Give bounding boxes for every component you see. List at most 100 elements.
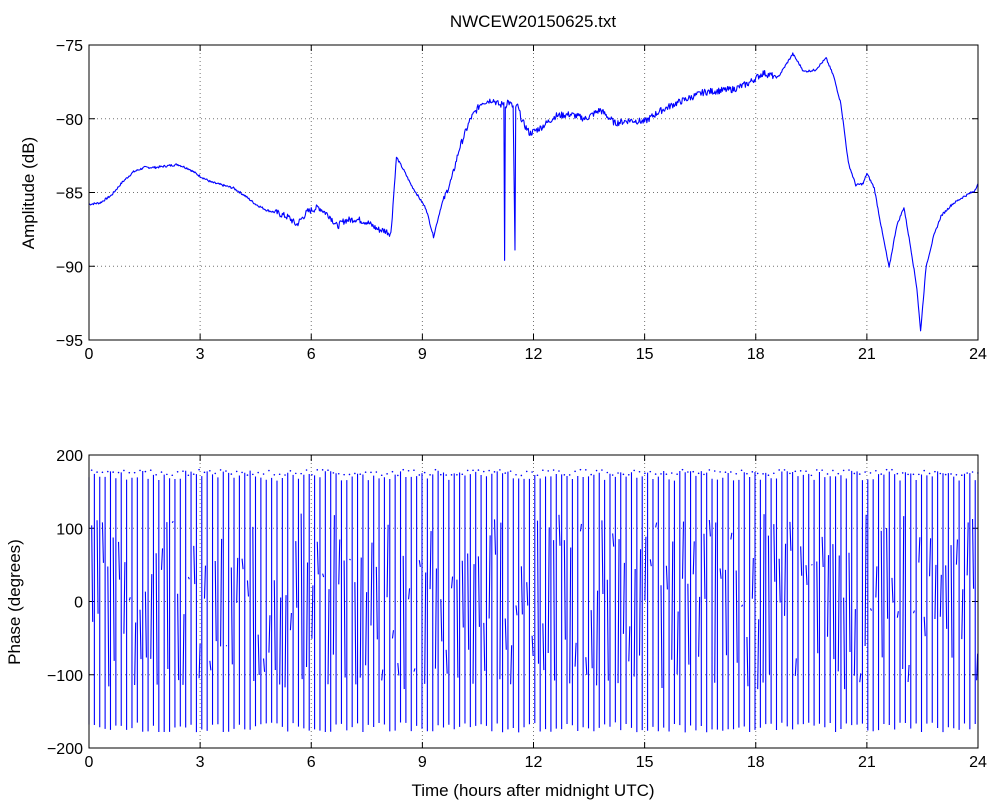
phase-dot (660, 473, 662, 475)
phase-dot (273, 473, 276, 476)
phase-dot (563, 474, 566, 476)
amplitude-xtick-label: 18 (747, 346, 765, 363)
phase-dot (128, 471, 131, 474)
phase-dot (934, 470, 936, 473)
phase-dot (649, 470, 652, 473)
phase-dot (568, 474, 571, 476)
phase-wrap-dots (90, 468, 979, 477)
phase-dot (364, 471, 367, 473)
phase-dot (354, 472, 356, 475)
phase-dot (923, 469, 925, 472)
phase-dot (440, 473, 442, 476)
amplitude-ticks: 0 3 6 9 12 15 18 21 24 −95 −90 −85 −80 −75 (56, 38, 987, 363)
phase-grid (89, 455, 978, 748)
phase-xtick-label: 9 (418, 754, 427, 771)
amplitude-xtick-label: 24 (969, 346, 987, 363)
phase-dot (429, 474, 431, 476)
phase-dot (305, 469, 308, 471)
phase-dot (928, 472, 931, 475)
phase-dot (391, 470, 394, 473)
phase-dot (864, 471, 866, 473)
phase-dot (166, 473, 168, 476)
phase-dot (746, 472, 748, 475)
phase-dot (386, 473, 388, 475)
phase-dot (756, 472, 759, 475)
phase-dot (515, 473, 517, 476)
phase-dot (252, 473, 254, 476)
amplitude-xtick-label: 3 (196, 346, 205, 363)
phase-dot (499, 469, 501, 471)
phase-dot (703, 473, 705, 476)
phase-dot (832, 469, 834, 472)
phase-dot (225, 470, 227, 472)
phase-dot (585, 469, 587, 471)
phase-dot (461, 473, 464, 476)
phase-ytick-label: 100 (56, 521, 83, 538)
phase-dot (321, 469, 324, 471)
phase-dot (907, 473, 909, 476)
phase-dot (90, 469, 93, 471)
amplitude-ylabel: Amplitude (dB) (19, 137, 38, 249)
phase-dot (327, 469, 329, 471)
phase-dot (590, 473, 592, 476)
chart-title: NWCEW20150625.txt (450, 12, 617, 31)
phase-dot (300, 472, 302, 475)
phase-dot (713, 470, 716, 472)
phase-dot (278, 473, 281, 476)
phase-dot (337, 472, 340, 475)
amplitude-ytick-label: −80 (56, 112, 83, 129)
phase-dot (735, 472, 738, 475)
phase-dot (547, 470, 550, 472)
phase-dot (665, 473, 668, 475)
phase-dot (611, 474, 614, 476)
phase-ytick-label: 200 (56, 448, 83, 465)
phase-dot (880, 473, 883, 475)
phase-dot (542, 469, 544, 472)
phase-dot (450, 474, 453, 476)
phase-dot (192, 473, 195, 475)
phase-dot (536, 474, 539, 477)
phase-dot (805, 470, 807, 472)
phase-xtick-label: 15 (636, 754, 654, 771)
phase-dot (466, 469, 469, 472)
phase-dot (214, 472, 217, 475)
phase-dot (939, 472, 942, 475)
phase-dot (257, 471, 259, 474)
amplitude-ytick-label: −95 (56, 333, 83, 350)
phase-dot (493, 471, 496, 473)
phase-dot (858, 473, 861, 475)
phase-dot (681, 468, 684, 471)
phase-dot (203, 471, 206, 474)
phase-dot (826, 473, 829, 475)
phase-dot (520, 474, 523, 477)
phase-dot (762, 473, 764, 475)
amplitude-grid (89, 45, 978, 340)
phase-series (88, 468, 979, 733)
phase-dot (488, 469, 490, 472)
phase-dot (810, 474, 813, 477)
phase-dot (815, 469, 818, 471)
phase-dot (155, 473, 157, 476)
phase-dot (708, 469, 711, 471)
amplitude-xtick-label: 9 (418, 346, 427, 363)
phase-dot (837, 472, 840, 475)
amplitude-xtick-label: 21 (858, 346, 876, 363)
phase-dot (901, 472, 904, 474)
phase-dot (504, 472, 507, 474)
phase-dot (531, 471, 533, 473)
phase-dot (687, 471, 689, 473)
phase-axes: 0 3 6 9 12 15 18 21 24 −200 −100 0 100 200 Phase (deg… (5, 448, 987, 800)
phase-dot (509, 470, 512, 472)
phase-dot (241, 471, 243, 474)
amplitude-frame (88, 44, 979, 341)
phase-dot (418, 474, 421, 476)
phase-xtick-label: 6 (307, 754, 316, 771)
phase-dot (123, 469, 125, 472)
phase-dot (730, 471, 732, 473)
phase-dot (262, 473, 265, 475)
phase-dot (525, 470, 528, 473)
phase-dot (885, 468, 888, 471)
phase-dot (848, 469, 850, 471)
phase-dot (423, 471, 426, 474)
phase-dot (289, 470, 292, 472)
